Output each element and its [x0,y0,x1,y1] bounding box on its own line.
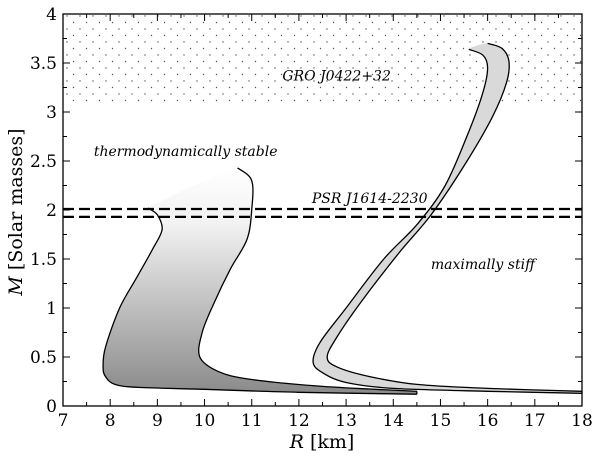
band-fill-0 [103,166,417,395]
annotation-2: PSR J1614-2230 [311,191,428,207]
band-inner-curve-0 [198,167,417,392]
band-outer-curve-1 [312,48,583,394]
x-tick-label: 17 [524,411,546,431]
y-tick-label: 3 [46,103,57,123]
x-tick-label: 18 [571,411,593,431]
x-tick-label: 14 [382,411,404,431]
y-axis-title: M [Solar masses] [5,128,27,296]
x-tick-label: 16 [477,411,499,431]
y-tick-label: 0 [46,397,57,417]
y-tick-label: 1.5 [30,250,57,270]
axes: 7 8 9 10 11 12 13 14 15 16 17 18 0 0.5 1 1.5 2 2.5 3 3.5 4 [30,5,593,431]
band-inner-curve-1 [326,42,583,392]
x-tick-label: 8 [105,411,116,431]
annotation-0: GRO J0422+32 [282,69,391,85]
annotation-1: thermodynamically stable [94,144,278,160]
y-tick-label: 4 [46,5,57,25]
x-axis-title: R [km] [289,431,355,453]
y-tick-label: 1 [46,299,57,319]
x-tick-label: 10 [194,411,216,431]
x-tick-label: 11 [241,411,263,431]
y-tick-label: 2 [46,201,57,221]
annotation-3: maximally stiff [431,257,537,273]
y-tick-label: 2.5 [30,152,57,172]
band-outer-curve-0 [102,207,417,395]
y-tick-label: 0.5 [30,348,57,368]
x-tick-label: 7 [58,411,69,431]
plot-area: GRO J0422+32 thermodynamically stable PSR … [63,14,583,395]
y-tick-label: 3.5 [30,54,57,74]
x-tick-label: 9 [152,411,163,431]
x-tick-label: 13 [335,411,357,431]
x-tick-label: 12 [288,411,310,431]
x-tick-label: 15 [430,411,452,431]
